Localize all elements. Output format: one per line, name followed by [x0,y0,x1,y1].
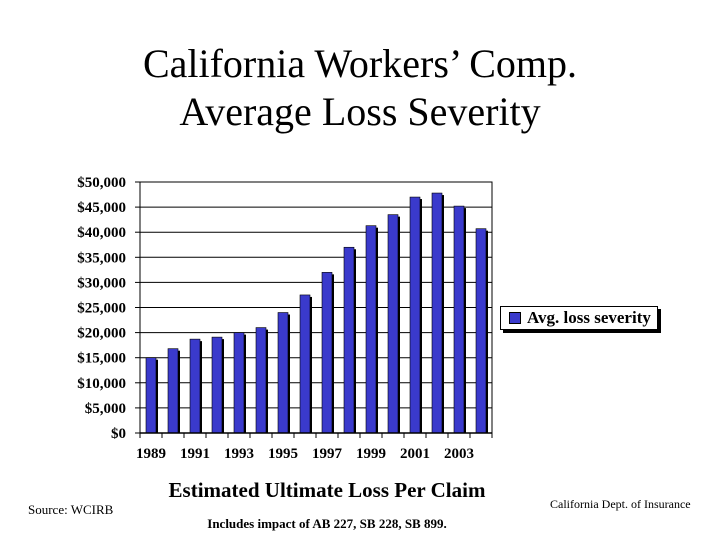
bars [145,192,488,434]
x-tick-label: 1995 [268,446,298,462]
chart-legend: Avg. loss severity [500,306,658,330]
y-tick-label: $20,000 [77,326,126,342]
y-tick-label: $0 [111,426,126,442]
credit-note: California Dept. of Insurance [550,497,691,511]
bar [387,214,399,434]
bar [145,357,157,434]
bar [343,246,355,434]
y-tick-label: $45,000 [77,200,126,216]
bar [277,312,289,434]
title-line-1: California Workers’ Comp. [142,41,578,86]
legend-swatch [509,312,521,324]
bar [299,294,311,434]
x-tick-label: 1997 [312,446,343,462]
y-tick-label: $15,000 [77,351,126,367]
footnote: Includes impact of AB 227, SB 228, SB 89… [207,516,447,531]
x-tick-label: 2001 [400,446,430,462]
bar [321,272,333,434]
x-tick-label: 2003 [444,446,474,462]
x-axis-label: Estimated Ultimate Loss Per Claim [168,478,486,502]
bar [233,332,245,434]
y-tick-label: $50,000 [77,175,126,191]
bar [409,196,421,434]
y-tick-label: $35,000 [77,250,126,266]
y-tick-label: $40,000 [77,225,126,241]
y-tick-label: $5,000 [85,401,126,417]
x-tick-label: 1991 [180,446,210,462]
y-tick-labels: $0 $5,000 $10,000 $15,000 $20,000 $25,000 $30,… [77,175,140,442]
x-tick-labels: 1989 1991 1993 1995 1997 1999 2001 2003 [136,446,474,462]
bar [475,228,487,434]
x-tick-label: 1989 [136,446,166,462]
bar [211,336,223,434]
bar [189,338,201,434]
axes [139,432,493,438]
source-note: Source: WCIRB [28,502,114,517]
slide-title: California Workers’ Comp. Average Loss S… [0,40,720,136]
bar [167,348,179,434]
bar [365,225,377,434]
y-tick-label: $30,000 [77,275,126,291]
bar [255,327,267,434]
bar [453,205,465,434]
y-tick-label: $10,000 [77,376,126,392]
x-tick-label: 1993 [224,446,254,462]
bar [431,192,443,434]
x-tick-label: 1999 [356,446,386,462]
title-line-2: Average Loss Severity [179,89,541,134]
y-tick-label: $25,000 [77,301,126,317]
legend-label: Avg. loss severity [527,308,651,327]
